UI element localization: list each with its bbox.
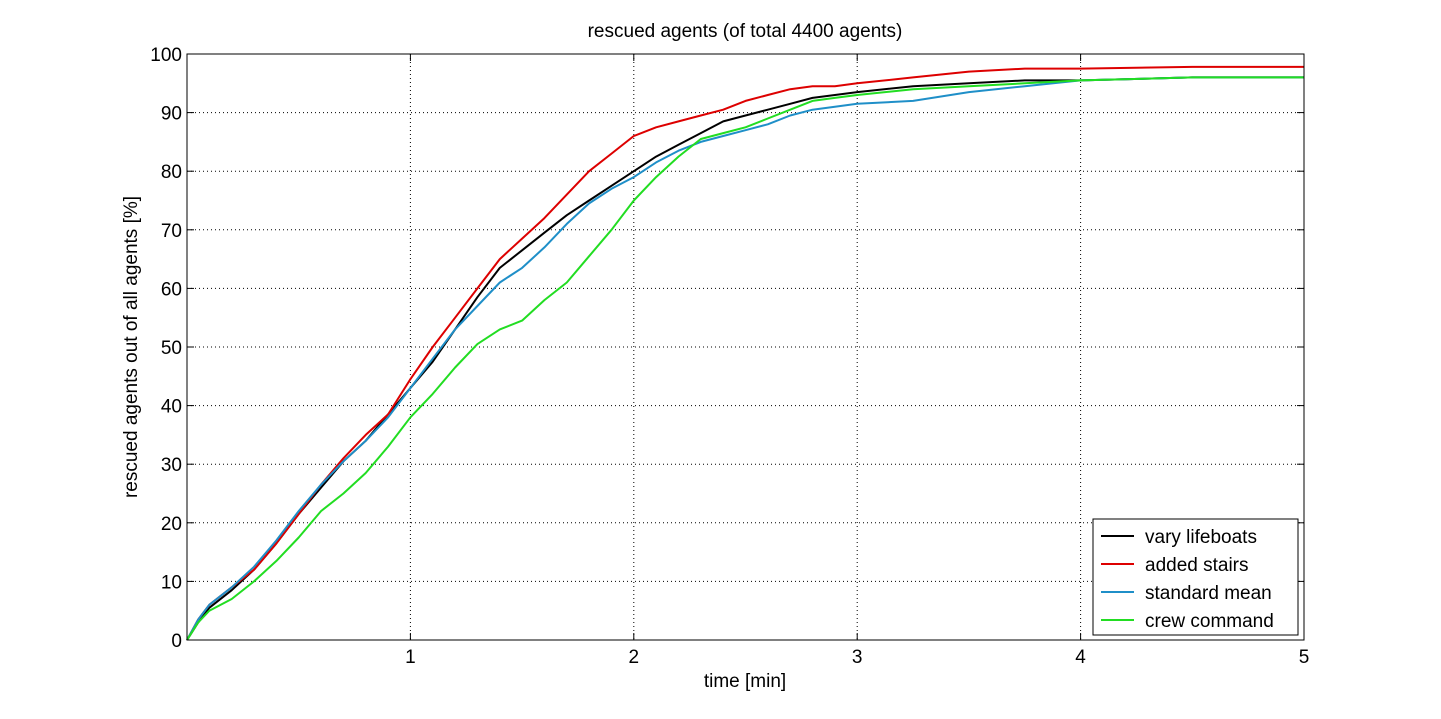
y-tick-label: 90 bbox=[161, 104, 182, 125]
y-tick-label: 80 bbox=[161, 162, 182, 183]
x-tick-label: 1 bbox=[405, 647, 416, 668]
x-axis-label: time [min] bbox=[704, 671, 786, 692]
y-tick-label: 30 bbox=[161, 455, 182, 476]
y-tick-label: 100 bbox=[150, 45, 182, 66]
series-line-standard-mean bbox=[186, 76, 1304, 641]
series-line-crew-command bbox=[186, 76, 1304, 641]
y-tick-label: 60 bbox=[161, 279, 182, 300]
x-tick-label: 2 bbox=[629, 647, 640, 668]
legend-label: added stairs bbox=[1145, 555, 1249, 576]
y-tick-label: 50 bbox=[161, 338, 182, 359]
legend-label: crew command bbox=[1145, 611, 1274, 632]
grid bbox=[187, 54, 1304, 640]
y-tick-label: 20 bbox=[161, 514, 182, 535]
legend-label: vary lifeboats bbox=[1145, 527, 1257, 548]
y-tick-label: 0 bbox=[171, 631, 182, 652]
legend-box bbox=[1092, 518, 1299, 636]
y-tick-label: 40 bbox=[161, 397, 182, 418]
chart-title: rescued agents (of total 4400 agents) bbox=[588, 21, 903, 42]
y-tick-label: 70 bbox=[161, 221, 182, 242]
legend-label: standard mean bbox=[1145, 583, 1272, 604]
legend: vary lifeboats added stairs standard mean c… bbox=[1092, 518, 1299, 636]
x-tick-label: 4 bbox=[1075, 647, 1086, 668]
series-lines bbox=[186, 65, 1304, 641]
y-axis-label: rescued agents out of all agents [%] bbox=[121, 196, 142, 498]
x-tick-label: 5 bbox=[1299, 647, 1310, 668]
series-line-added-stairs bbox=[186, 65, 1304, 641]
x-tick-label: 3 bbox=[852, 647, 863, 668]
y-tick-label: 10 bbox=[161, 572, 182, 593]
